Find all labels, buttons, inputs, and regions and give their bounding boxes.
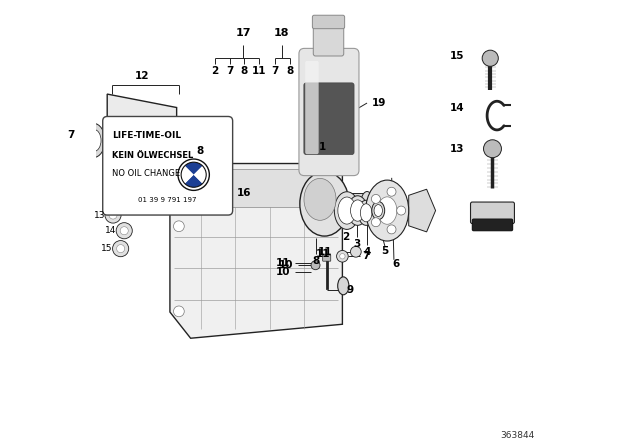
Text: 19: 19 (372, 98, 387, 108)
Circle shape (371, 194, 380, 203)
FancyBboxPatch shape (470, 202, 515, 224)
Text: KEIN ÖLWECHSEL: KEIN ÖLWECHSEL (112, 151, 193, 160)
FancyBboxPatch shape (305, 61, 319, 154)
Text: 9: 9 (346, 285, 353, 295)
Circle shape (337, 250, 348, 262)
Text: 13: 13 (93, 211, 105, 220)
Text: 8: 8 (240, 66, 248, 76)
Ellipse shape (338, 197, 356, 224)
Text: 15: 15 (101, 244, 113, 253)
Circle shape (105, 207, 121, 223)
Ellipse shape (378, 197, 397, 224)
Ellipse shape (83, 123, 105, 158)
Text: 2: 2 (211, 66, 218, 76)
Ellipse shape (372, 202, 385, 220)
Text: 7: 7 (362, 251, 369, 261)
Circle shape (351, 246, 361, 257)
Circle shape (173, 306, 184, 317)
FancyBboxPatch shape (103, 116, 233, 215)
Text: 12: 12 (134, 71, 149, 81)
Circle shape (133, 131, 158, 156)
Text: NO OIL CHANGE: NO OIL CHANGE (112, 169, 180, 178)
Circle shape (387, 187, 396, 196)
Text: 7: 7 (226, 66, 233, 76)
Ellipse shape (348, 196, 367, 225)
Ellipse shape (304, 178, 336, 220)
Polygon shape (170, 164, 342, 338)
Text: 6: 6 (392, 259, 400, 269)
Circle shape (122, 120, 169, 167)
Ellipse shape (374, 205, 383, 216)
Circle shape (113, 241, 129, 257)
Ellipse shape (86, 129, 101, 151)
Text: 17: 17 (235, 28, 251, 38)
Text: 363844: 363844 (500, 431, 534, 440)
FancyBboxPatch shape (299, 48, 359, 176)
Polygon shape (125, 116, 177, 175)
Text: LIFE-TIME-OIL: LIFE-TIME-OIL (112, 131, 181, 140)
Polygon shape (108, 94, 177, 197)
Ellipse shape (338, 277, 349, 295)
Circle shape (482, 50, 499, 66)
Text: 10: 10 (278, 260, 293, 270)
Wedge shape (194, 166, 206, 184)
FancyBboxPatch shape (472, 219, 513, 231)
Text: 11: 11 (275, 258, 290, 268)
Wedge shape (185, 162, 202, 175)
Text: 01 39 9 791 197: 01 39 9 791 197 (138, 197, 197, 203)
Text: 13: 13 (450, 144, 465, 154)
Wedge shape (185, 175, 202, 187)
Circle shape (109, 211, 117, 219)
Ellipse shape (360, 204, 372, 222)
Ellipse shape (71, 125, 92, 156)
Ellipse shape (300, 172, 349, 236)
Text: 18: 18 (274, 28, 290, 38)
Bar (347, 193, 367, 215)
Text: 15: 15 (450, 51, 465, 61)
Ellipse shape (365, 180, 409, 241)
Text: 8: 8 (286, 66, 293, 76)
Text: 7: 7 (271, 66, 279, 76)
Text: 10: 10 (275, 267, 290, 277)
Circle shape (178, 159, 209, 190)
FancyBboxPatch shape (304, 83, 354, 155)
Text: 11: 11 (252, 66, 266, 76)
Text: 8: 8 (196, 146, 204, 156)
FancyBboxPatch shape (314, 25, 344, 56)
Circle shape (116, 245, 125, 253)
Circle shape (116, 184, 125, 193)
Text: 5: 5 (381, 246, 388, 256)
Circle shape (120, 227, 128, 235)
Text: 14: 14 (105, 226, 116, 235)
Text: 2: 2 (342, 232, 349, 241)
Ellipse shape (361, 192, 373, 216)
Circle shape (311, 261, 320, 270)
Circle shape (387, 225, 396, 234)
Ellipse shape (334, 192, 360, 229)
Text: 14: 14 (450, 103, 465, 112)
Circle shape (484, 140, 502, 158)
Circle shape (340, 254, 345, 259)
Wedge shape (181, 166, 194, 184)
Text: 7: 7 (68, 130, 75, 140)
Text: 16: 16 (237, 188, 251, 198)
Text: 1: 1 (319, 142, 326, 152)
Text: 4: 4 (364, 247, 371, 257)
Text: 11: 11 (316, 249, 330, 259)
Text: 11: 11 (318, 247, 333, 257)
Text: 3: 3 (353, 239, 360, 249)
Bar (188, 169, 324, 207)
Ellipse shape (351, 200, 365, 221)
Ellipse shape (358, 200, 374, 225)
Ellipse shape (74, 130, 88, 151)
FancyBboxPatch shape (312, 15, 344, 29)
Circle shape (397, 206, 406, 215)
Circle shape (116, 223, 132, 239)
FancyBboxPatch shape (323, 255, 331, 261)
Circle shape (371, 218, 380, 227)
Polygon shape (409, 189, 436, 232)
Circle shape (173, 221, 184, 232)
Text: 8: 8 (312, 256, 319, 266)
